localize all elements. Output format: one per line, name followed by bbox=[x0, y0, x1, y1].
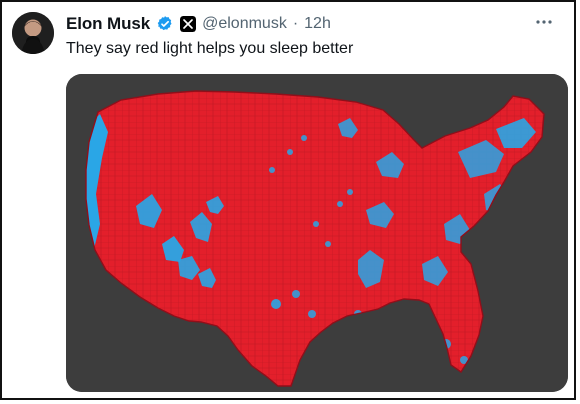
post-time[interactable]: 12h bbox=[304, 15, 331, 32]
avatar[interactable] bbox=[12, 12, 54, 54]
more-options-button[interactable] bbox=[532, 10, 556, 34]
more-options-icon bbox=[536, 20, 552, 24]
avatar-image bbox=[12, 12, 54, 54]
author-handle[interactable]: @elonmusk bbox=[202, 15, 287, 32]
tweet-header: Elon Musk @elonmusk · 12h bbox=[66, 12, 331, 36]
verified-badge-icon bbox=[156, 15, 174, 33]
tweet-media[interactable] bbox=[66, 74, 568, 392]
author-name[interactable]: Elon Musk bbox=[66, 14, 151, 33]
tweet-text: They say red light helps you sleep bette… bbox=[66, 40, 354, 57]
x-logo-icon bbox=[180, 16, 197, 32]
us-county-map-image bbox=[66, 74, 568, 392]
separator-dot: · bbox=[292, 15, 299, 32]
